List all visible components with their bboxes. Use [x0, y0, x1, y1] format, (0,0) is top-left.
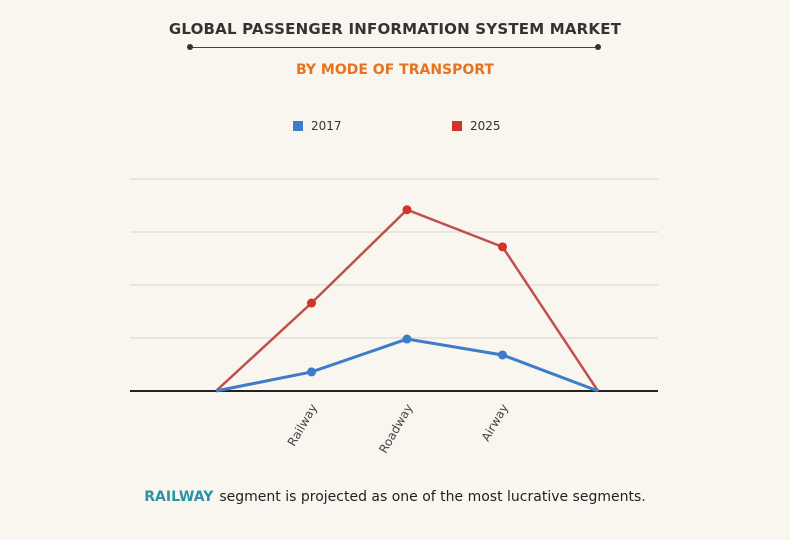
divider-dot [595, 44, 601, 50]
legend-swatch [452, 121, 462, 131]
title-divider [190, 47, 598, 48]
legend-label: 2017 [311, 119, 342, 133]
data-point-2025-roadway [402, 205, 412, 215]
series-line-2025 [215, 208, 600, 392]
x-tick-label: Airway [479, 402, 511, 444]
legend-swatch [293, 121, 303, 131]
series-line-2017 [215, 337, 599, 393]
footer-highlight: RAILWAY [144, 489, 214, 505]
footer-text: segment is projected as one of the most … [219, 489, 646, 505]
data-point-2017-roadway [402, 334, 412, 344]
footer-note: RAILWAY segment is projected as one of th… [0, 489, 790, 505]
chart-title: GLOBAL PASSENGER INFORMATION SYSTEM MARK… [168, 20, 622, 38]
x-tick-label: Roadway [376, 402, 415, 456]
data-point-2025-railway [307, 298, 316, 308]
legend-item-2025: 2025 [452, 119, 501, 133]
data-point-2017-railway [307, 367, 316, 377]
divider-dot [187, 44, 193, 50]
data-point-2025-airway [498, 242, 507, 252]
x-tick-label: Railway [285, 402, 320, 449]
data-point-2017-airway [498, 350, 507, 360]
legend-item-2017: 2017 [293, 119, 342, 133]
chart-subtitle: BY MODE OF TRANSPORT [296, 62, 494, 78]
legend-label: 2025 [470, 119, 501, 133]
